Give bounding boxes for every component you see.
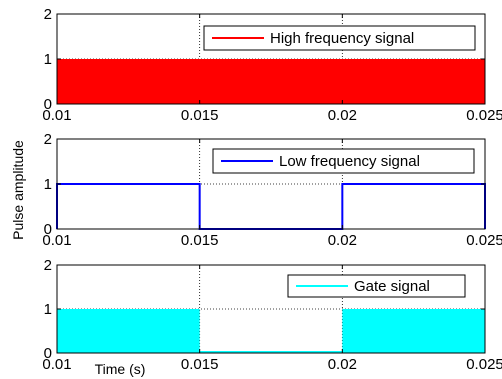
x-axis-label: Time (s) <box>95 361 146 377</box>
y-tick-label: 0 <box>44 221 52 238</box>
series-high-frequency-signal <box>57 59 485 104</box>
y-tick-label: 2 <box>44 131 52 148</box>
x-tick-label: 0.02 <box>328 356 357 373</box>
legend-label: Low frequency signal <box>279 153 420 170</box>
y-tick-label: 1 <box>44 176 52 193</box>
y-tick-label: 2 <box>44 257 52 274</box>
y-axis-label: Pulse amplitude <box>10 140 26 240</box>
series-gate-signal-block <box>342 309 485 353</box>
x-tick-label: 0.025 <box>466 107 502 124</box>
y-tick-label: 0 <box>44 96 52 113</box>
y-tick-label: 0 <box>44 345 52 362</box>
legend-label: High frequency signal <box>270 30 414 47</box>
x-tick-label: 0.01 <box>42 356 71 373</box>
x-tick-label: 0.01 <box>42 232 71 249</box>
x-tick-label: 0.02 <box>328 107 357 124</box>
x-tick-label: 0.025 <box>466 356 502 373</box>
x-tick-label: 0.015 <box>181 356 219 373</box>
y-tick-label: 1 <box>44 301 52 318</box>
y-tick-label: 1 <box>44 51 52 68</box>
x-tick-label: 0.01 <box>42 107 71 124</box>
legend-label: Gate signal <box>354 278 430 295</box>
x-tick-label: 0.015 <box>181 232 219 249</box>
legend-box <box>287 274 466 298</box>
x-tick-label: 0.015 <box>181 107 219 124</box>
x-tick-label: 0.025 <box>466 232 502 249</box>
x-tick-label: 0.02 <box>328 232 357 249</box>
series-gate-signal-block <box>57 309 200 353</box>
y-tick-label: 2 <box>44 6 52 23</box>
